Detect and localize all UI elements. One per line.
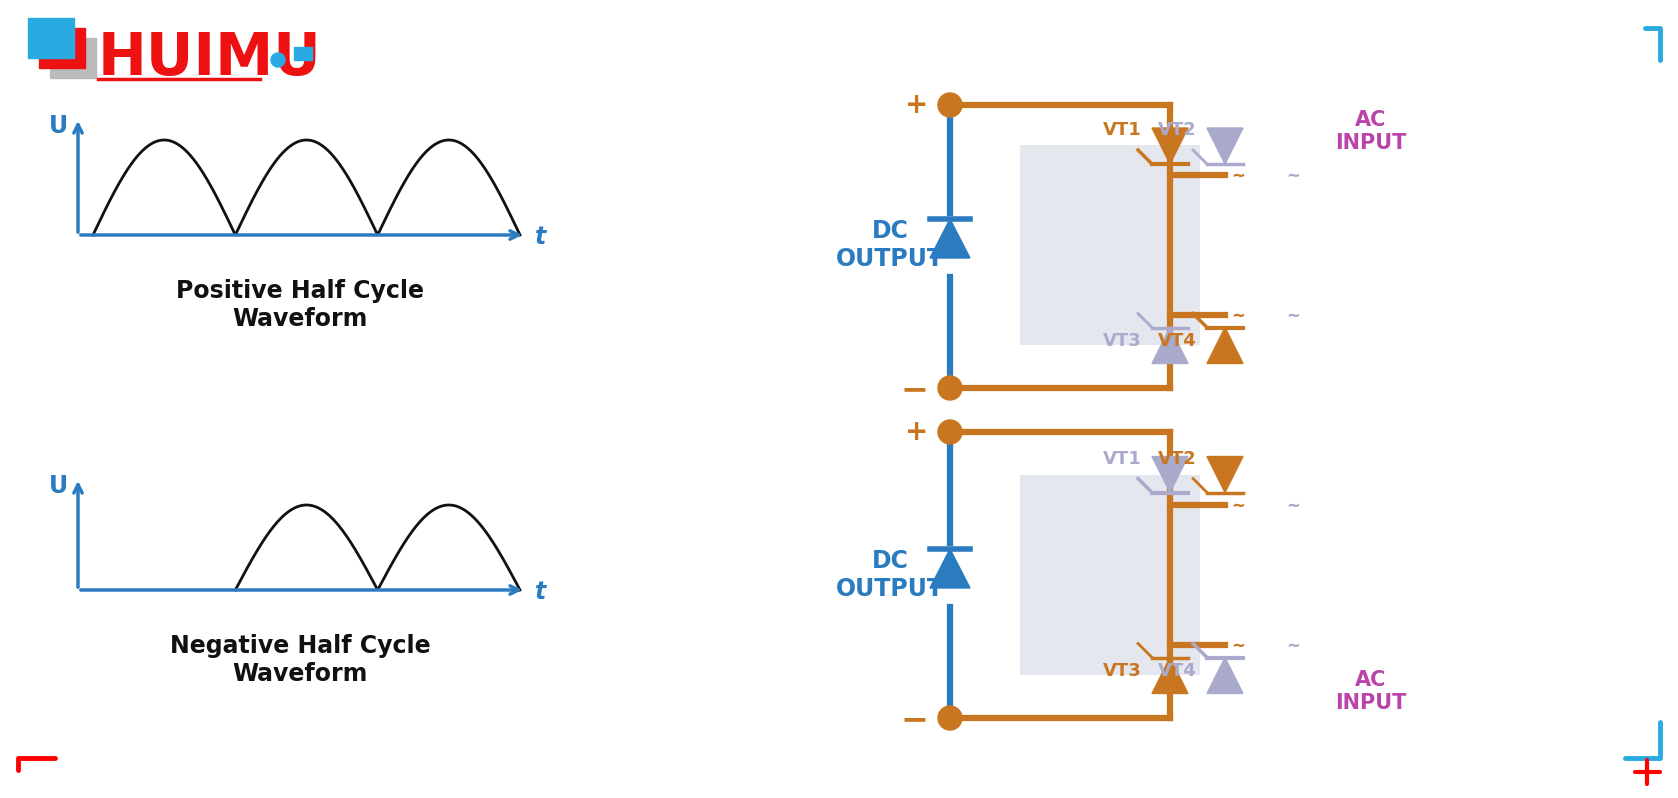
Polygon shape (1206, 327, 1243, 364)
Polygon shape (1206, 658, 1243, 693)
Polygon shape (1153, 658, 1188, 693)
Text: ~: ~ (1285, 167, 1300, 185)
Circle shape (938, 93, 961, 117)
Text: U: U (49, 114, 69, 138)
Circle shape (938, 706, 961, 730)
Polygon shape (1153, 327, 1188, 364)
Text: ~: ~ (1285, 307, 1300, 325)
Circle shape (272, 53, 285, 67)
Text: VT1: VT1 (1102, 121, 1143, 139)
Text: VT4: VT4 (1158, 662, 1196, 681)
Bar (1020, 475, 1200, 675)
Text: t: t (535, 580, 547, 604)
Text: Positive Half Cycle
Waveform: Positive Half Cycle Waveform (176, 279, 425, 331)
Text: ~: ~ (1232, 307, 1245, 325)
Text: HUIMU: HUIMU (97, 30, 322, 86)
Bar (294, 47, 312, 60)
Text: VT3: VT3 (1102, 333, 1143, 350)
Text: VT1: VT1 (1102, 449, 1143, 468)
Text: ~: ~ (1285, 497, 1300, 515)
Text: AC
INPUT: AC INPUT (1336, 110, 1406, 153)
Polygon shape (1153, 128, 1188, 164)
Polygon shape (1206, 456, 1243, 492)
Polygon shape (930, 219, 970, 258)
Text: ~: ~ (1232, 497, 1245, 515)
Text: DC
OUTPUT: DC OUTPUT (836, 549, 945, 601)
Text: +: + (904, 418, 928, 446)
Text: U: U (49, 474, 69, 498)
Text: VT3: VT3 (1102, 662, 1143, 681)
Text: VT2: VT2 (1158, 449, 1196, 468)
Bar (50, 38, 96, 78)
Circle shape (938, 376, 961, 400)
Text: −: − (899, 704, 928, 737)
Text: ~: ~ (1232, 167, 1245, 185)
Text: t: t (535, 225, 547, 249)
Polygon shape (930, 549, 970, 588)
Text: AC
INPUT: AC INPUT (1336, 670, 1406, 713)
Text: VT2: VT2 (1158, 121, 1196, 139)
Text: ~: ~ (1232, 637, 1245, 655)
Text: Negative Half Cycle
Waveform: Negative Half Cycle Waveform (169, 634, 430, 686)
Circle shape (938, 420, 961, 444)
Text: +: + (904, 91, 928, 119)
Bar (29, 18, 74, 58)
Text: DC
OUTPUT: DC OUTPUT (836, 219, 945, 271)
Bar (1020, 145, 1200, 345)
Polygon shape (1153, 456, 1188, 492)
Text: VT4: VT4 (1158, 333, 1196, 350)
Text: −: − (899, 373, 928, 406)
Polygon shape (1206, 128, 1243, 164)
Bar (39, 28, 86, 68)
Text: ~: ~ (1285, 637, 1300, 655)
